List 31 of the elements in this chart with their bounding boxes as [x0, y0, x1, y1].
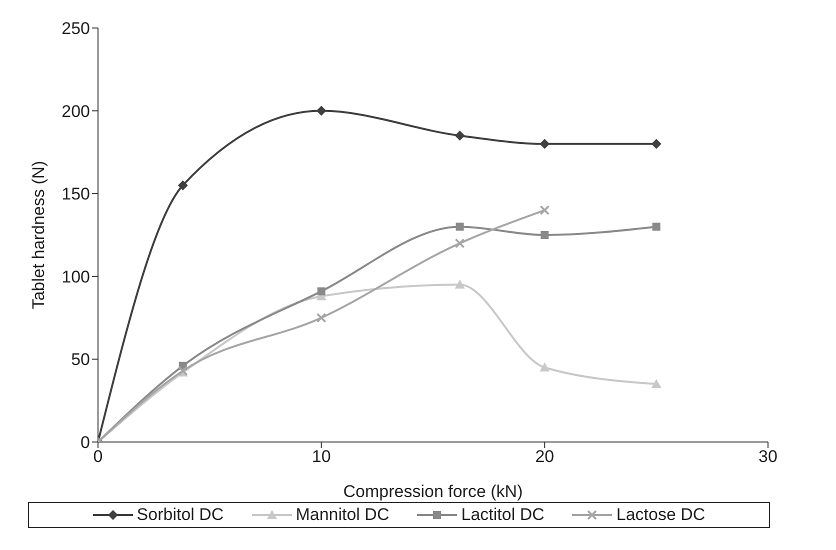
x-tick-label: 20 [535, 447, 554, 466]
x-tick-label: 10 [312, 447, 331, 466]
point [178, 180, 188, 190]
y-tick-label: 50 [71, 350, 90, 370]
y-tick-label: 250 [62, 19, 90, 38]
point [651, 138, 662, 149]
point [454, 130, 465, 141]
point [454, 280, 465, 289]
point [540, 362, 550, 372]
y-tick-label: 0 [80, 433, 90, 452]
y-tick-label: 200 [62, 102, 90, 121]
point [316, 312, 326, 323]
y-tick-label: 100 [62, 267, 90, 286]
y-axis-title: Tablet hardness (N) [29, 160, 48, 310]
point [540, 138, 550, 149]
point [317, 287, 326, 296]
x-axis-title: Compression force (kN) [343, 482, 523, 501]
legend-label: Lactose DC [616, 505, 706, 525]
point [652, 222, 660, 231]
point [456, 222, 464, 231]
point [454, 238, 465, 248]
point [540, 205, 550, 216]
x-tick-label: 30 [758, 447, 778, 466]
point [316, 106, 326, 116]
legend-label: Lactitol DC [461, 505, 544, 525]
legend-label: Mannitol DC [296, 505, 390, 525]
x-tick-label: 0 [93, 447, 103, 466]
point [651, 379, 662, 388]
legend-label: Sorbitol DC [136, 505, 224, 525]
y-tick-label: 150 [62, 184, 90, 204]
point [540, 231, 549, 239]
